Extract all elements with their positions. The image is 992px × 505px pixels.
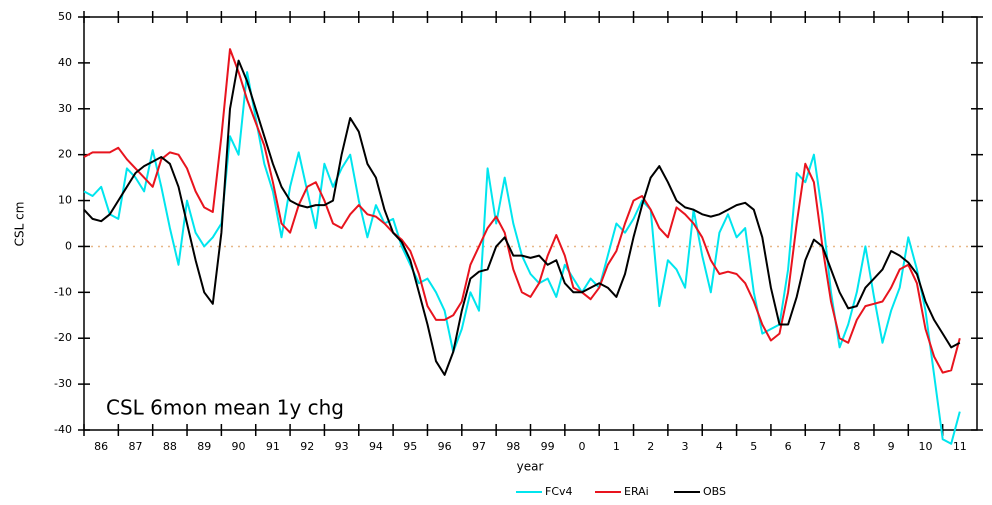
- y-tick-label: 50: [58, 10, 72, 23]
- x-tick-label: 96: [438, 440, 452, 453]
- x-tick-label: 88: [163, 440, 177, 453]
- series-line: [83, 48, 961, 374]
- annotation: CSL 6mon mean 1y chg: [106, 396, 344, 420]
- x-tick-label: 6: [785, 440, 792, 453]
- x-tick-label: 90: [232, 440, 246, 453]
- plot-frame: [83, 16, 978, 431]
- y-tick-label: 40: [58, 56, 72, 69]
- x-tick-label: 11: [953, 440, 967, 453]
- y-axis-label: CSL cm: [13, 202, 27, 247]
- y-tick-label: -30: [54, 377, 72, 390]
- y-tick-label: -10: [54, 285, 72, 298]
- x-axis-label: year: [517, 460, 544, 474]
- y-tick-label: -20: [54, 331, 72, 344]
- y-tick-label: 0: [65, 239, 72, 252]
- x-tick-label: 93: [335, 440, 349, 453]
- y-tick-label: 10: [58, 194, 72, 207]
- y-tick-label: 20: [58, 148, 72, 161]
- y-tick-label: 30: [58, 102, 72, 115]
- x-tick-label: 3: [682, 440, 689, 453]
- x-tick-label: 7: [819, 440, 826, 453]
- x-tick-label: 98: [506, 440, 520, 453]
- x-tick-label: 86: [94, 440, 108, 453]
- x-tick-label: 9: [888, 440, 895, 453]
- x-tick-label: 95: [403, 440, 417, 453]
- x-tick-label: 97: [472, 440, 486, 453]
- x-tick-label: 99: [541, 440, 555, 453]
- x-tick-label: 5: [750, 440, 757, 453]
- x-tick-label: 10: [918, 440, 932, 453]
- y-tick-label: -40: [54, 423, 72, 436]
- x-tick-label: 87: [129, 440, 143, 453]
- legend-label: ERAi: [624, 485, 649, 498]
- x-tick-label: 89: [197, 440, 211, 453]
- x-tick-label: 4: [716, 440, 723, 453]
- x-tick-label: 8: [853, 440, 860, 453]
- series-line: [83, 59, 961, 376]
- x-tick-label: 92: [300, 440, 314, 453]
- x-tick-label: 94: [369, 440, 383, 453]
- series-line: [83, 71, 961, 445]
- x-tick-label: 1: [613, 440, 620, 453]
- x-tick-label: 0: [579, 440, 586, 453]
- x-tick-label: 2: [647, 440, 654, 453]
- legend-label: FCv4: [545, 485, 573, 498]
- legend-label: OBS: [703, 485, 726, 498]
- x-tick-label: 91: [266, 440, 280, 453]
